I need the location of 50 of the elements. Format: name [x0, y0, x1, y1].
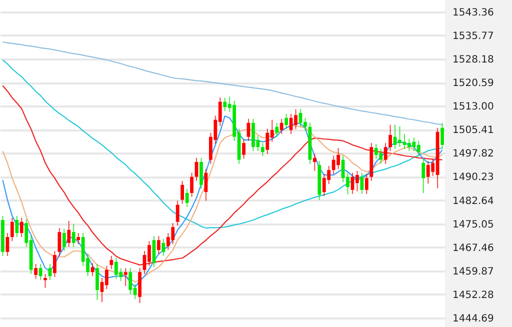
candlestick	[422, 158, 426, 194]
y-tick-label: 1490.23	[452, 172, 494, 184]
candlestick	[67, 220, 71, 248]
candlestick	[62, 228, 66, 252]
candlestick	[388, 124, 392, 152]
candlestick	[162, 238, 166, 256]
y-tick-label: 1444.69	[452, 314, 494, 325]
y-tick-label: 1520.59	[452, 78, 494, 90]
candlestick	[200, 157, 203, 190]
y-tick-label: 1505.41	[452, 125, 494, 136]
y-tick-label: 1543.36	[452, 7, 494, 18]
candlestick	[312, 153, 316, 172]
candlestick	[384, 142, 388, 164]
candlestick	[190, 172, 194, 198]
line-series	[2, 41, 443, 126]
candlestick	[275, 122, 279, 138]
candlestick	[284, 113, 288, 130]
candlestick	[76, 232, 80, 245]
candlestick	[10, 217, 14, 242]
candlestick	[242, 138, 246, 160]
candlestick	[180, 180, 184, 204]
y-tick-label: 1535.77	[452, 30, 494, 42]
candlestick	[156, 236, 160, 255]
candlestick	[44, 273, 47, 288]
candlestick	[6, 232, 10, 256]
candlestick	[20, 217, 24, 238]
candlestick	[260, 142, 264, 157]
candlestick	[176, 200, 180, 226]
candlestick	[364, 174, 368, 194]
candlestick	[53, 250, 56, 278]
y-tick-label: 1497.82	[452, 148, 494, 160]
candlestick	[440, 122, 444, 150]
candlestick	[15, 215, 19, 238]
candlestick	[124, 268, 128, 287]
candlestick	[34, 264, 38, 280]
y-tick-label: 1467.46	[452, 242, 494, 254]
candlestick	[185, 188, 189, 208]
candlestick	[58, 228, 62, 256]
y-tick-label: 1528.18	[452, 54, 494, 66]
candlestick	[360, 172, 364, 194]
y-tick-label: 1452.28	[452, 290, 494, 301]
y-tick-label: 1513.00	[452, 102, 494, 113]
y-tick-label: 1482.64	[452, 196, 494, 207]
y-tick-label: 1459.87	[452, 266, 494, 278]
candlestick	[96, 264, 99, 301]
line-series	[2, 59, 443, 229]
y-tick-label: 1475.05	[452, 219, 494, 230]
candlestick	[280, 118, 284, 135]
candlestick	[110, 255, 114, 270]
candlestick	[72, 224, 76, 248]
